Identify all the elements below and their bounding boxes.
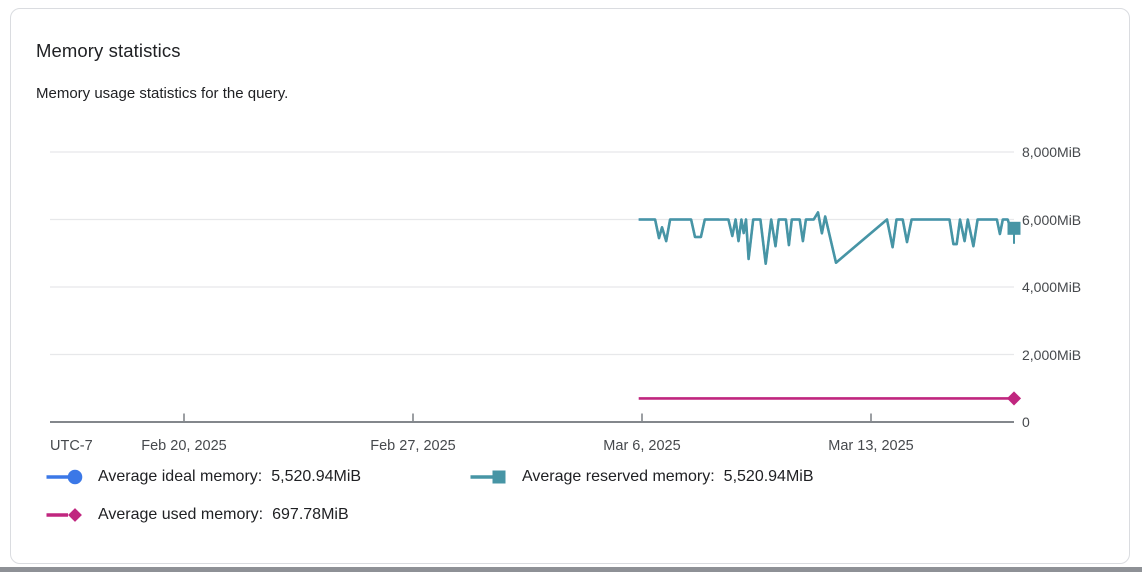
legend-item-ideal-memory[interactable]: Average ideal memory: 5,520.94MiB <box>46 466 361 488</box>
legend-value-used: 697.78MiB <box>272 506 349 523</box>
used-memory-line-diamond-icon <box>46 508 82 522</box>
reserved-end-square-marker <box>1007 221 1021 235</box>
legend-value-ideal: 5,520.94MiB <box>271 468 362 485</box>
legend-label-ideal: Average ideal memory: <box>98 468 263 485</box>
used-end-diamond-marker <box>1006 391 1022 406</box>
reserved-memory-line-square-icon <box>470 470 506 484</box>
legend-label-used: Average used memory: <box>98 506 264 523</box>
ideal-memory-line-circle-icon <box>46 469 83 485</box>
legend-item-reserved-memory[interactable]: Average reserved memory: 5,520.94MiB <box>470 466 814 488</box>
card-title: Memory statistics <box>36 40 181 61</box>
legend-value-reserved: 5,520.94MiB <box>723 468 814 485</box>
card-subtitle: Memory usage statistics for the query. <box>36 85 289 102</box>
memory-statistics-card <box>10 8 1130 564</box>
bottom-divider-band <box>0 567 1142 572</box>
legend-item-used-memory[interactable]: Average used memory: 697.78MiB <box>46 504 349 526</box>
series-reserved-line <box>638 211 1014 266</box>
legend-label-reserved: Average reserved memory: <box>522 468 715 485</box>
